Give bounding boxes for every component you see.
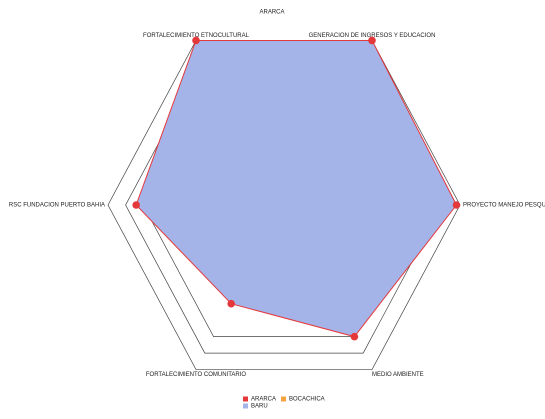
radar-point [132, 201, 140, 209]
legend-swatch [243, 396, 248, 402]
axis-label: FORTALECIMIENTO ETNOCULTURAL [143, 33, 250, 39]
radar-point [368, 36, 376, 45]
axis-label: RSC FUNDACION PUERTO BAHIA [9, 203, 105, 209]
chart-title: ARARCA [259, 10, 284, 16]
radar-point [192, 36, 200, 45]
axis-label: FORTALECIMIENTO COMUNITARIO [146, 372, 247, 378]
radar-area [136, 40, 457, 337]
axis-label: MEDIO AMBIENTE [372, 372, 424, 378]
legend-label: BOCACHICA [289, 397, 325, 403]
legend-label: BARU [251, 404, 268, 410]
radar-point [227, 299, 235, 308]
legend-swatch [243, 403, 248, 409]
axis-label: GENERACION DE INGRESOS Y EDUCACION [309, 33, 436, 39]
legend-swatch [281, 396, 286, 402]
radar-point [452, 201, 461, 209]
radar-point [350, 332, 359, 341]
legend-label: ARARCA [251, 397, 276, 403]
axis-label: PROYECTO MANEJO PESQUERO [463, 203, 545, 209]
